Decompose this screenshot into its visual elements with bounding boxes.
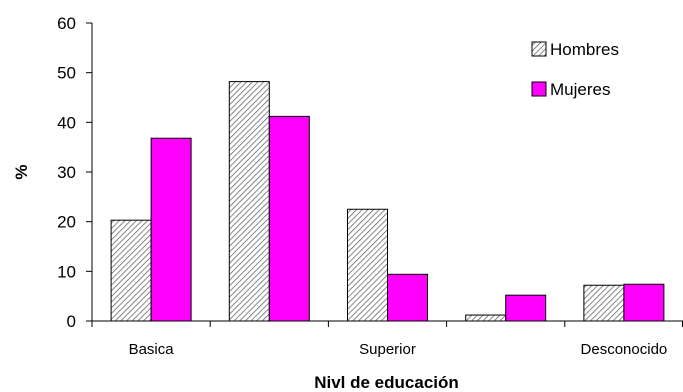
y-tick-label: 10 bbox=[57, 262, 76, 281]
bar-hombres bbox=[583, 284, 625, 322]
y-tick-label: 20 bbox=[57, 213, 76, 232]
bar-hombres bbox=[465, 314, 507, 322]
legend: Hombres Mujeres bbox=[531, 40, 619, 99]
legend-swatch bbox=[531, 81, 547, 97]
y-tick-label: 50 bbox=[57, 64, 76, 83]
legend-swatch bbox=[531, 41, 547, 57]
x-tick-label: Basica bbox=[129, 341, 175, 358]
bar-mujeres bbox=[150, 137, 192, 322]
x-axis-title: Nivl de educación bbox=[314, 373, 459, 392]
y-tick-label: 60 bbox=[57, 14, 76, 33]
y-tick-label: 40 bbox=[57, 113, 76, 132]
legend-label: Mujeres bbox=[550, 80, 610, 99]
x-tick-label: Superior bbox=[359, 341, 416, 358]
bar-mujeres bbox=[623, 283, 665, 322]
bars bbox=[110, 81, 665, 322]
bar-hombres bbox=[347, 208, 388, 322]
y-tick-label: 0 bbox=[67, 312, 76, 331]
labels: 0 10 20 30 40 50 60 Basica Superior Desconocido Ni… bbox=[12, 14, 667, 392]
bar-hombres bbox=[110, 219, 152, 322]
bar-mujeres bbox=[505, 294, 547, 322]
bar-mujeres bbox=[268, 115, 310, 322]
bar-mujeres bbox=[387, 273, 428, 322]
legend-label: Hombres bbox=[550, 40, 619, 59]
y-tick-label: 30 bbox=[57, 163, 76, 182]
y-axis-title: % bbox=[12, 164, 31, 179]
bar-hombres bbox=[228, 81, 270, 322]
x-tick-label: Desconocido bbox=[581, 341, 668, 358]
